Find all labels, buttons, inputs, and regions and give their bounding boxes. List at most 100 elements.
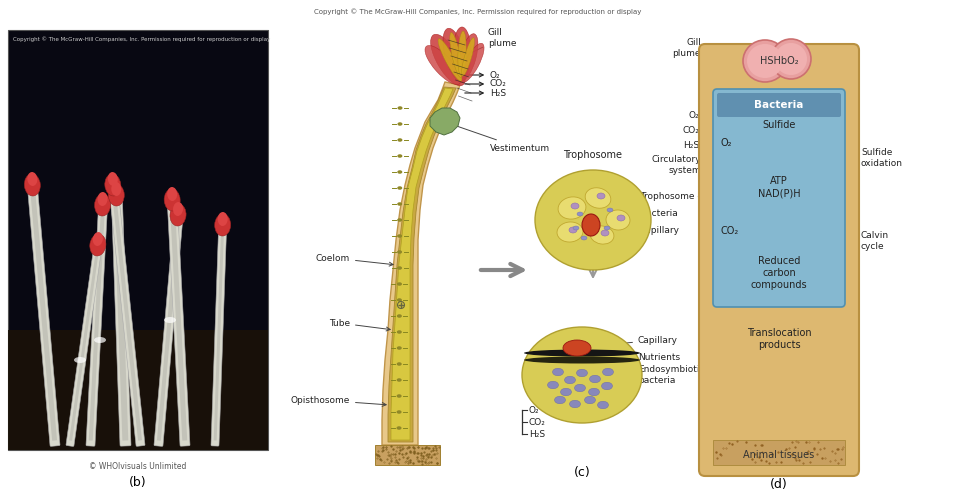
Ellipse shape — [582, 214, 600, 236]
Text: Gill
plume: Gill plume — [672, 39, 701, 58]
Ellipse shape — [397, 250, 402, 254]
Text: ATP: ATP — [771, 176, 788, 186]
Ellipse shape — [397, 218, 402, 222]
Text: Copyright © The McGraw-Hill Companies, Inc. Permission required for reproduction: Copyright © The McGraw-Hill Companies, I… — [315, 8, 641, 15]
Ellipse shape — [576, 369, 588, 377]
Ellipse shape — [597, 193, 605, 199]
Ellipse shape — [93, 232, 103, 246]
Ellipse shape — [425, 45, 461, 84]
Ellipse shape — [164, 317, 176, 323]
Text: H₂S: H₂S — [529, 429, 545, 439]
FancyBboxPatch shape — [69, 251, 98, 441]
Ellipse shape — [397, 362, 402, 366]
Ellipse shape — [460, 43, 484, 82]
Bar — [713, 440, 845, 465]
Text: CO₂: CO₂ — [465, 80, 507, 88]
Ellipse shape — [563, 340, 591, 356]
Ellipse shape — [430, 34, 466, 86]
Ellipse shape — [397, 282, 402, 286]
FancyBboxPatch shape — [170, 205, 187, 441]
Ellipse shape — [398, 122, 402, 126]
Ellipse shape — [743, 40, 787, 82]
Ellipse shape — [398, 138, 402, 142]
Ellipse shape — [590, 375, 600, 383]
Text: Endosymbiotic
bacteria: Endosymbiotic bacteria — [592, 365, 705, 385]
Ellipse shape — [564, 376, 576, 384]
Text: Translocation: Translocation — [747, 328, 812, 338]
Text: Nutrients: Nutrients — [576, 353, 680, 362]
Text: CO₂: CO₂ — [683, 125, 709, 134]
FancyBboxPatch shape — [111, 194, 131, 446]
FancyBboxPatch shape — [211, 224, 227, 446]
Ellipse shape — [554, 396, 566, 404]
FancyBboxPatch shape — [214, 230, 224, 441]
FancyBboxPatch shape — [114, 200, 128, 441]
Ellipse shape — [397, 378, 402, 382]
Ellipse shape — [98, 192, 108, 206]
Text: O₂: O₂ — [721, 138, 732, 148]
Ellipse shape — [607, 208, 613, 212]
Ellipse shape — [585, 188, 611, 208]
Ellipse shape — [775, 43, 807, 75]
Polygon shape — [391, 88, 453, 440]
Ellipse shape — [28, 172, 37, 186]
Ellipse shape — [397, 410, 402, 414]
FancyBboxPatch shape — [109, 185, 145, 446]
FancyBboxPatch shape — [154, 214, 183, 447]
FancyBboxPatch shape — [167, 199, 190, 446]
Text: CO₂: CO₂ — [529, 417, 546, 426]
Ellipse shape — [458, 34, 478, 80]
Text: NAD(P)H: NAD(P)H — [758, 188, 800, 198]
Bar — [8, 330, 268, 450]
Text: Reduced: Reduced — [758, 256, 800, 266]
Text: Sulfide
oxidation: Sulfide oxidation — [861, 148, 903, 167]
Ellipse shape — [108, 184, 124, 206]
Text: compounds: compounds — [750, 280, 807, 290]
Ellipse shape — [524, 357, 640, 364]
FancyBboxPatch shape — [31, 190, 57, 441]
Ellipse shape — [557, 222, 583, 242]
Text: O₂: O₂ — [465, 71, 501, 80]
Text: (d): (d) — [771, 478, 788, 491]
Ellipse shape — [558, 197, 586, 219]
Text: Copyright © The McGraw-Hill Companies, Inc. Permission required for reproduction: Copyright © The McGraw-Hill Companies, I… — [13, 36, 271, 41]
Ellipse shape — [577, 212, 583, 216]
Text: (c): (c) — [574, 465, 591, 479]
Ellipse shape — [575, 384, 585, 392]
Text: Calvin
cycle: Calvin cycle — [861, 231, 889, 250]
Text: Opisthosome: Opisthosome — [291, 396, 386, 407]
FancyBboxPatch shape — [112, 191, 142, 441]
FancyBboxPatch shape — [86, 204, 108, 446]
Ellipse shape — [94, 337, 106, 343]
Ellipse shape — [398, 106, 402, 110]
Text: O₂: O₂ — [529, 406, 539, 414]
Ellipse shape — [397, 266, 402, 270]
Ellipse shape — [398, 186, 402, 190]
FancyBboxPatch shape — [28, 185, 60, 447]
Ellipse shape — [581, 236, 587, 240]
Ellipse shape — [218, 212, 228, 226]
Ellipse shape — [604, 226, 610, 230]
Text: Capillary: Capillary — [596, 225, 680, 235]
Ellipse shape — [601, 382, 613, 390]
Bar — [8, 30, 268, 450]
Ellipse shape — [560, 388, 572, 396]
Ellipse shape — [74, 357, 86, 363]
Ellipse shape — [108, 172, 118, 186]
FancyBboxPatch shape — [66, 246, 101, 447]
Ellipse shape — [167, 187, 177, 201]
Text: © WHOIvisuals Unlimited: © WHOIvisuals Unlimited — [89, 462, 186, 471]
Ellipse shape — [571, 203, 579, 209]
Text: Capillary: Capillary — [576, 335, 678, 349]
Text: Coelom: Coelom — [315, 253, 393, 266]
Text: Sulfide: Sulfide — [762, 120, 795, 130]
Text: Tube: Tube — [329, 319, 390, 331]
Ellipse shape — [438, 39, 462, 82]
Polygon shape — [430, 108, 460, 135]
Ellipse shape — [397, 234, 402, 238]
Text: Circulatory
system: Circulatory system — [651, 155, 701, 175]
Ellipse shape — [105, 174, 120, 196]
Ellipse shape — [553, 368, 563, 376]
Text: Trophosome: Trophosome — [563, 150, 622, 160]
Ellipse shape — [584, 396, 596, 404]
